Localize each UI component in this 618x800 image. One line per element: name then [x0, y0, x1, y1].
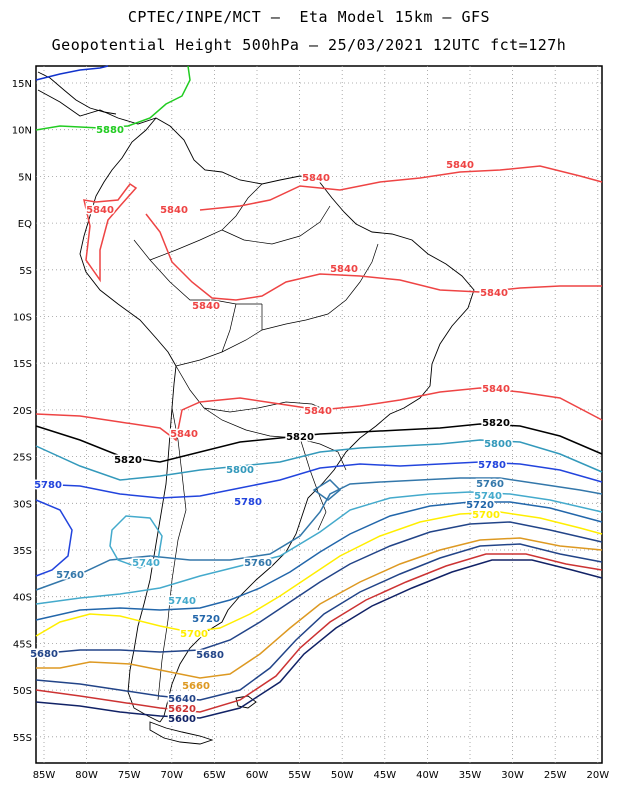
graticule: [36, 66, 602, 763]
contour-label: 5780: [478, 460, 506, 471]
contour-label: 5840: [304, 406, 332, 417]
pacific-coastline: [79, 117, 177, 723]
contour-label: 5820: [286, 432, 314, 443]
contour-label: 5880: [96, 125, 124, 136]
latitude-tick-label: 35S: [13, 546, 32, 557]
contour-label: 5840: [302, 173, 330, 184]
latitude-tick-label: 5N: [18, 172, 32, 183]
contour-5600: [35, 559, 603, 719]
contour-label: 5720: [466, 500, 494, 511]
contour-label: 5840: [480, 288, 508, 299]
contour-label: 5840: [170, 429, 198, 440]
geopotential-contours: [35, 65, 603, 719]
longitude-tick-label: 50W: [331, 770, 354, 781]
longitude-tick-label: 35W: [459, 770, 482, 781]
contour-5640: [35, 543, 603, 701]
contour-label: 5800: [484, 439, 512, 450]
contour-label: 5700: [472, 510, 500, 521]
latitude-tick-label: 45S: [13, 639, 32, 650]
contour-labels: 5880 5840 5840 5840 5840 5840 5840 5840 5840 5840…: [29, 124, 514, 727]
longitude-tick-label: 55W: [288, 770, 311, 781]
contour-5800: [35, 439, 603, 481]
contour-label: 5780: [34, 480, 62, 491]
contour-label: 5840: [446, 160, 474, 171]
longitude-tick-label: 20W: [586, 770, 609, 781]
contour-label: 5840: [160, 205, 188, 216]
contour-label: 5740: [474, 491, 502, 502]
contour-5700: [35, 511, 603, 637]
contour-label: 5840: [330, 264, 358, 275]
contour-label: 5760: [244, 558, 272, 569]
latitude-tick-label: 50S: [13, 686, 32, 697]
contour-5840-north: [199, 165, 603, 211]
coastlines: [37, 71, 475, 745]
contour-5760: [35, 477, 603, 591]
contour-5840-amazon: [83, 182, 138, 283]
contour-label: 5840: [482, 384, 510, 395]
latitude-tick-label: 25S: [13, 453, 32, 464]
latitude-tick-label: 5S: [19, 266, 32, 277]
longitude-tick-label: 85W: [33, 770, 56, 781]
contour-5760-loop: [312, 479, 342, 501]
latitude-tick-labels: 15N 10N 5N EQ 5S 10S 15S 20S 25S 30S 35S 40S 45S 50S 5…: [12, 79, 32, 744]
contour-label: 5660: [182, 681, 210, 692]
longitude-tick-label: 60W: [246, 770, 269, 781]
contour-label: 5840: [192, 301, 220, 312]
contour-5820: [35, 423, 603, 463]
longitude-tick-label: 75W: [118, 770, 141, 781]
longitude-tick-label: 40W: [416, 770, 439, 781]
contour-5780: [35, 461, 603, 499]
latitude-tick-label: 40S: [13, 593, 32, 604]
contour-label: 5840: [86, 205, 114, 216]
contour-5780-west: [35, 499, 73, 577]
latitude-tick-label: 20S: [13, 406, 32, 417]
contour-label: 5720: [192, 614, 220, 625]
tierra-del-fuego: [149, 721, 214, 745]
longitude-tick-label: 70W: [160, 770, 183, 781]
contour-label: 5760: [476, 479, 504, 490]
contour-5660: [36, 537, 603, 679]
latitude-tick-label: 15S: [13, 359, 32, 370]
longitude-tick-label: 65W: [203, 770, 226, 781]
contour-5840-inner: [145, 213, 602, 301]
contour-label: 5700: [180, 629, 208, 640]
contour-top-blue: [35, 65, 109, 81]
latitude-tick-label: 10N: [12, 126, 32, 137]
latitude-tick-label: EQ: [18, 219, 32, 230]
longitude-tick-label: 80W: [75, 770, 98, 781]
map-title: CPTEC/INPE/MCT – Eta Model 15km – GFS: [127, 8, 491, 26]
central-america-coastline: [37, 71, 117, 115]
contour-label: 5620: [168, 704, 196, 715]
contour-label: 5820: [482, 418, 510, 429]
contour-5680: [35, 521, 603, 655]
contour-label: 5820: [114, 455, 142, 466]
contour-5740: [35, 491, 603, 605]
latitude-tick-label: 10S: [13, 313, 32, 324]
contour-label: 5740: [168, 596, 196, 607]
longitude-tick-label: 25W: [544, 770, 567, 781]
longitude-tick-label: 30W: [501, 770, 524, 781]
contour-label: 5760: [56, 570, 84, 581]
contour-label: 5740: [132, 558, 160, 569]
contour-label: 5680: [196, 650, 224, 661]
contour-5880: [35, 65, 191, 131]
longitude-tick-labels: 85W 80W 75W 70W 65W 60W 55W 50W 45W 40W 35W 30W 25W 2…: [33, 770, 610, 781]
map-subtitle: Geopotential Height 500hPa – 25/03/2021 …: [51, 36, 567, 54]
contour-label: 5640: [168, 694, 196, 705]
contour-5720: [35, 501, 603, 621]
contour-5840-south: [35, 387, 603, 442]
map-frame: [35, 65, 603, 764]
longitude-tick-label: 45W: [373, 770, 396, 781]
latitude-tick-label: 15N: [12, 79, 32, 90]
contour-5620: [35, 553, 603, 713]
contour-label: 5680: [30, 649, 58, 660]
contour-label: 5800: [226, 465, 254, 476]
contour-label: 5600: [168, 714, 196, 725]
contour-5740-loop: [109, 515, 163, 569]
contour-label: 5780: [234, 497, 262, 508]
latitude-tick-label: 30S: [13, 499, 32, 510]
south-america-coastline: [37, 89, 475, 723]
latitude-tick-label: 55S: [13, 733, 32, 744]
